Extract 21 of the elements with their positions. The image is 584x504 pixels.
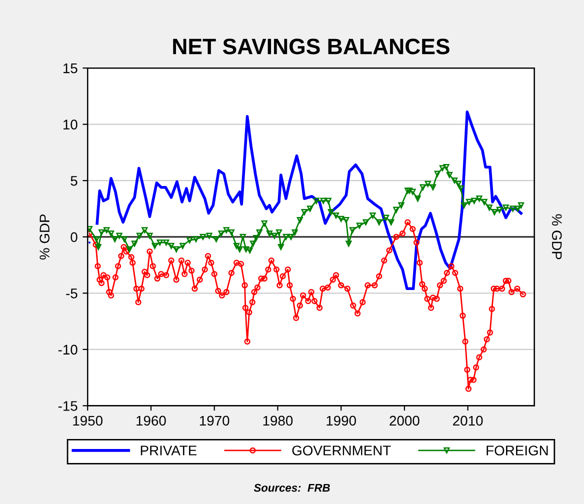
y-tick-label: -10 xyxy=(58,344,78,355)
legend-label: GOVERNMENT xyxy=(292,446,391,456)
y-tick-label: 5 xyxy=(70,176,78,186)
x-tick-label: 1960 xyxy=(136,416,166,426)
legend-label: PRIVATE xyxy=(140,446,197,456)
x-tick-label: 2010 xyxy=(453,416,483,426)
legend-label: FOREIGN xyxy=(486,446,548,456)
x-tick-label: 1970 xyxy=(200,416,230,426)
y-tick-label: 15 xyxy=(63,64,78,74)
y-tick-label: -15 xyxy=(58,401,78,411)
source-note: Sources: FRB xyxy=(254,484,330,492)
x-tick-label: 1950 xyxy=(73,416,103,426)
chart-title: NET SAVINGS BALANCES xyxy=(173,38,450,54)
y-tick-label: 0 xyxy=(70,232,78,242)
y-axis-title: % GDP xyxy=(40,214,50,260)
x-tick-label: 1990 xyxy=(326,416,356,426)
y-tick-label: -5 xyxy=(66,288,78,298)
x-tick-label: 2000 xyxy=(390,416,420,426)
y2-axis-title: % GDP xyxy=(552,214,562,260)
x-tick-label: 1980 xyxy=(263,416,293,426)
y-tick-label: 10 xyxy=(63,120,78,130)
